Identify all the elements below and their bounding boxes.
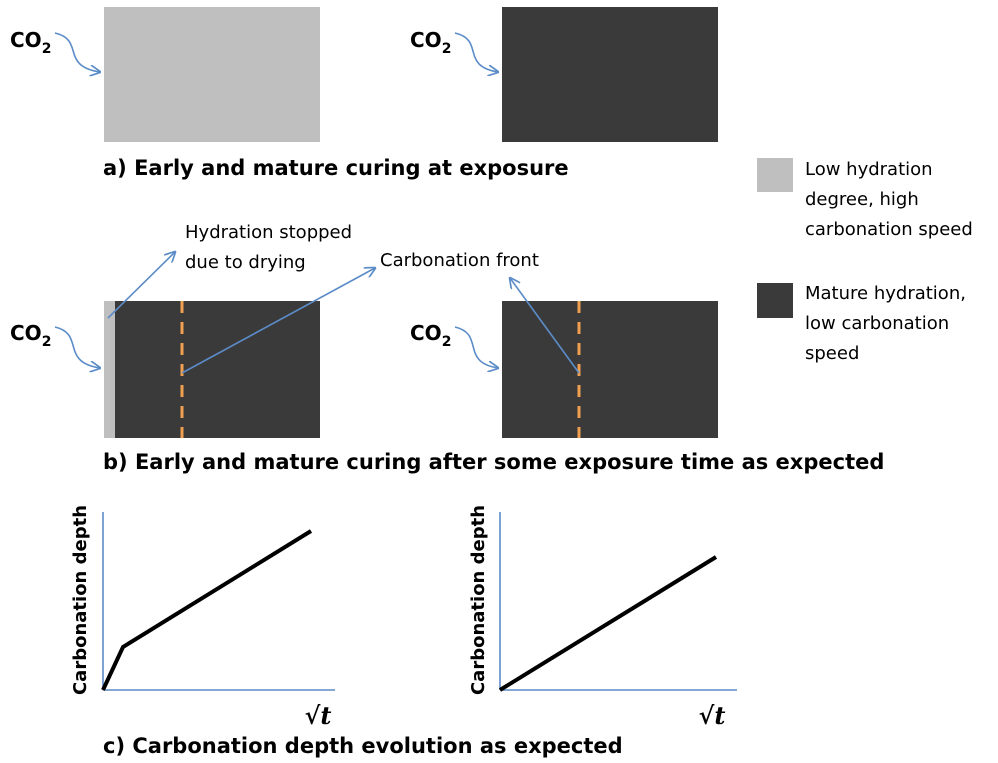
early-specimen bbox=[115, 301, 320, 438]
x-label: √t bbox=[305, 701, 332, 730]
legend-text: low carbonation bbox=[805, 313, 949, 334]
y-label: Carbonation depth bbox=[468, 505, 489, 695]
legend-swatch bbox=[757, 158, 793, 192]
caption: a) Early and mature curing at exposure bbox=[103, 156, 569, 180]
co2-arrow bbox=[54, 326, 100, 368]
co2-label: CO2 bbox=[410, 321, 451, 350]
pointer bbox=[181, 268, 375, 374]
pointer bbox=[107, 252, 175, 319]
legend-text: Low hydration bbox=[805, 159, 933, 180]
legend-text: speed bbox=[805, 343, 859, 364]
early-specimen bbox=[104, 7, 320, 142]
mature-specimen bbox=[502, 7, 718, 142]
caption: c) Carbonation depth evolution as expect… bbox=[103, 734, 623, 758]
co2-label: CO2 bbox=[410, 28, 451, 57]
legend-text: degree, high bbox=[805, 189, 919, 210]
legend-text: carbonation speed bbox=[805, 219, 973, 240]
co2-arrow bbox=[454, 326, 498, 368]
legend-swatch bbox=[757, 283, 793, 318]
x-label: √t bbox=[699, 701, 726, 730]
depth-curve bbox=[498, 555, 718, 692]
pointer bbox=[510, 278, 580, 374]
y-label: Carbonation depth bbox=[70, 505, 91, 695]
depth-curve bbox=[101, 529, 313, 691]
co2-arrow bbox=[54, 32, 100, 72]
caption: b) Early and mature curing after some ex… bbox=[103, 450, 884, 474]
legend-text: Mature hydration, bbox=[805, 283, 966, 304]
legend: Low hydration degree, high carbonation spe… bbox=[805, 159, 973, 364]
co2-arrow bbox=[454, 32, 498, 72]
stopped-layer bbox=[104, 301, 116, 438]
co2-label: CO2 bbox=[10, 321, 51, 350]
annotation: Hydration stopped bbox=[185, 222, 352, 243]
annotation: due to drying bbox=[185, 252, 306, 273]
mature-specimen bbox=[502, 301, 718, 438]
co2-label: CO2 bbox=[10, 28, 51, 57]
annotation: Carbonation front bbox=[380, 250, 539, 271]
